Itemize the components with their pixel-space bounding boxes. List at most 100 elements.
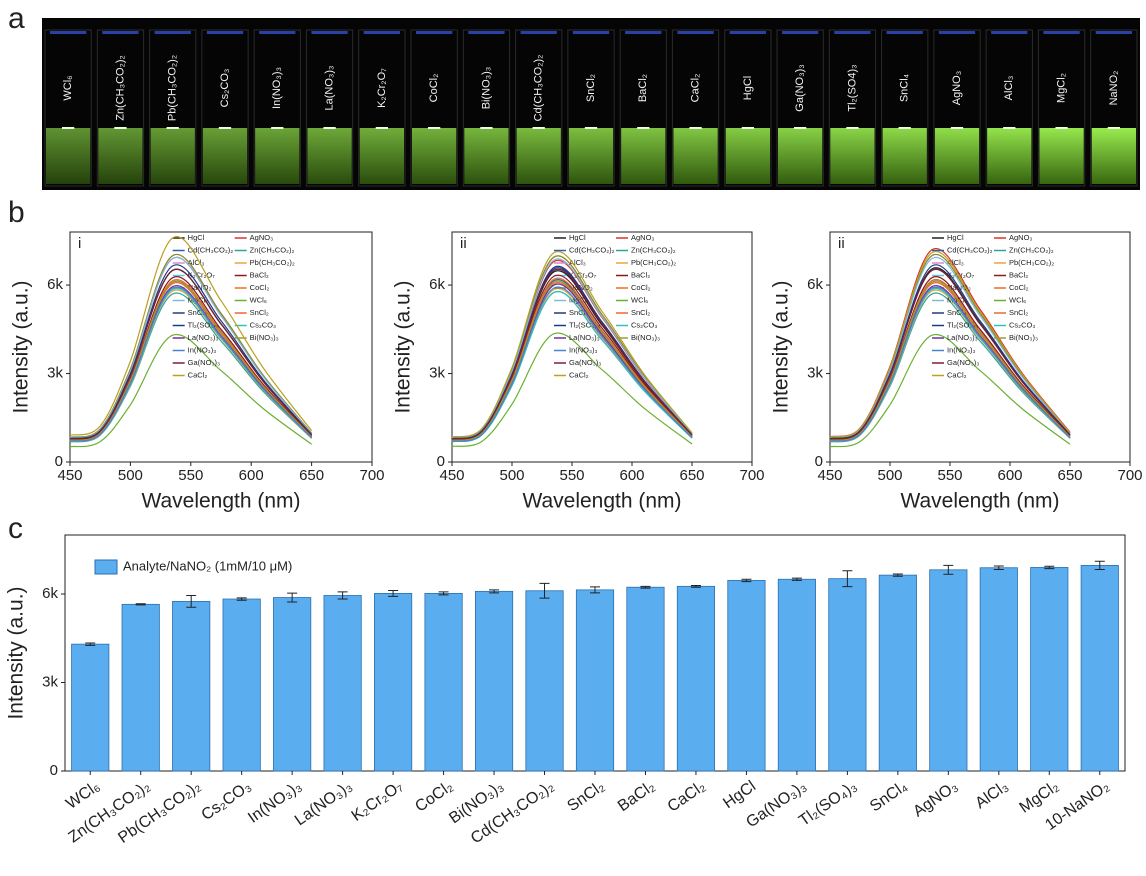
vial-cap-glow [782, 31, 819, 34]
legend-label: In(NO₃)₃ [569, 345, 598, 354]
legend-label: CoCl₂ [250, 283, 270, 292]
bar [525, 590, 564, 772]
spectrum-line [451, 332, 693, 447]
x-tick-label: CaCl₂ [665, 778, 709, 816]
error-bar [337, 591, 348, 600]
legend-label: In(NO₃)₃ [188, 345, 217, 354]
vial [933, 29, 981, 187]
legend-label: BaCl₂ [631, 270, 650, 279]
vial-liquid [725, 128, 770, 184]
bar [777, 578, 816, 772]
vial [410, 29, 458, 187]
error-bar [690, 584, 701, 588]
legend-label: HgCl [188, 233, 205, 242]
error-bar [135, 603, 146, 606]
vial-cap-glow [1043, 31, 1080, 34]
legend-label: AgNO₃ [631, 233, 654, 242]
spectrum-line [829, 256, 1071, 439]
error-bar [993, 565, 1004, 571]
y-tick-label: 3k [47, 365, 63, 382]
legend-label: AgNO₃ [250, 233, 273, 242]
panel-label: c [8, 512, 23, 545]
y-tick-label: 6k [47, 276, 63, 293]
vial-label: SnCl₄ [899, 73, 911, 102]
legend-label: Cs₂CO₃ [631, 320, 657, 329]
bar [828, 578, 867, 772]
error-bar [1044, 565, 1055, 570]
vial-cap-glow [468, 31, 505, 34]
x-tick-label: 700 [1117, 467, 1142, 484]
vial-label: WCl₆ [62, 75, 74, 100]
x-axis-title: Wavelength (nm) [522, 490, 681, 513]
legend-label: Cs₂CO₃ [250, 320, 276, 329]
spectrum-line [69, 268, 313, 440]
vial-label: MgCl₂ [1055, 73, 1067, 103]
x-tick-label: AlCl₃ [972, 778, 1011, 813]
bar [323, 595, 362, 772]
vial-label: AgNO₃ [951, 71, 963, 105]
vial [201, 29, 249, 187]
vial-label: Cd(CH₃CO₂)₂ [533, 55, 545, 122]
bar [1030, 567, 1069, 772]
y-axis-title: Intensity (a.u.) [392, 280, 415, 413]
bar [676, 585, 716, 772]
x-tick-label: Cs₂CO₃ [199, 778, 255, 824]
legend-label: Cd(CH₃CO₂)₂ [569, 245, 615, 254]
vial-label: HgCl [742, 76, 754, 100]
vial-liquid [621, 128, 666, 184]
x-tick-label: SnCl₄ [867, 778, 911, 816]
legend-label: Bi(NO₃)₃ [1009, 333, 1038, 342]
legend-label: Pb(CH₃CO₂)₂ [631, 258, 676, 267]
vial-label: Zn(CH₃CO₂)₂ [114, 55, 126, 121]
y-tick-label: 6k [429, 276, 445, 293]
spectrum-line [451, 268, 693, 440]
y-axis-title: Intensity (a.u.) [770, 280, 793, 413]
vial-cap-glow [572, 31, 610, 34]
legend-swatch [94, 559, 118, 575]
error-bar [85, 642, 96, 646]
vial-cap-glow [50, 31, 87, 34]
spectrum-line [829, 333, 1071, 448]
vial-liquid [568, 128, 614, 184]
x-tick-label: 500 [499, 467, 524, 484]
vial-cap-glow [1095, 31, 1132, 34]
vial [985, 29, 1033, 187]
bar [222, 598, 261, 772]
spectrum-line [451, 286, 693, 442]
y-tick-label: 6k [42, 585, 58, 602]
vial-liquid [516, 128, 561, 184]
legend-label: SnCl₂ [1009, 308, 1028, 317]
y-tick-label: 6k [807, 276, 823, 293]
legend-label: WCl₆ [250, 295, 267, 304]
vial-liquid [464, 128, 509, 184]
legend-label: Bi(NO₃)₃ [631, 333, 660, 342]
bar [929, 569, 968, 772]
error-bar [842, 570, 853, 588]
bar [273, 597, 312, 772]
vial [515, 29, 563, 187]
x-tick-label: HgCl [720, 778, 759, 812]
panel-label: b [8, 196, 25, 229]
bar [626, 586, 665, 772]
x-tick-label: 500 [877, 467, 902, 484]
vial-liquid [202, 128, 248, 184]
x-tick-label: 600 [619, 467, 644, 484]
legend-label: AlCl₃ [947, 258, 964, 267]
y-tick-label: 0 [437, 453, 445, 470]
vial-label: Cs₂CO₃ [219, 69, 231, 108]
vial-label: K₂Cr₂O₇ [376, 68, 388, 108]
vial [828, 29, 877, 187]
vial [358, 29, 406, 187]
spectrum-line [451, 250, 693, 438]
vial-cap-glow [416, 31, 453, 34]
legend-label: CaCl₂ [947, 370, 967, 379]
x-axis-title: Wavelength (nm) [141, 490, 300, 513]
vial-cap-glow [154, 31, 191, 34]
bar [575, 589, 615, 772]
vial-liquid [882, 128, 927, 184]
legend-label: BaCl₂ [250, 270, 269, 279]
x-tick-label: 450 [439, 467, 464, 484]
legend-label: Zn(CH₃CO₂)₂ [250, 245, 295, 254]
vial [619, 29, 667, 187]
